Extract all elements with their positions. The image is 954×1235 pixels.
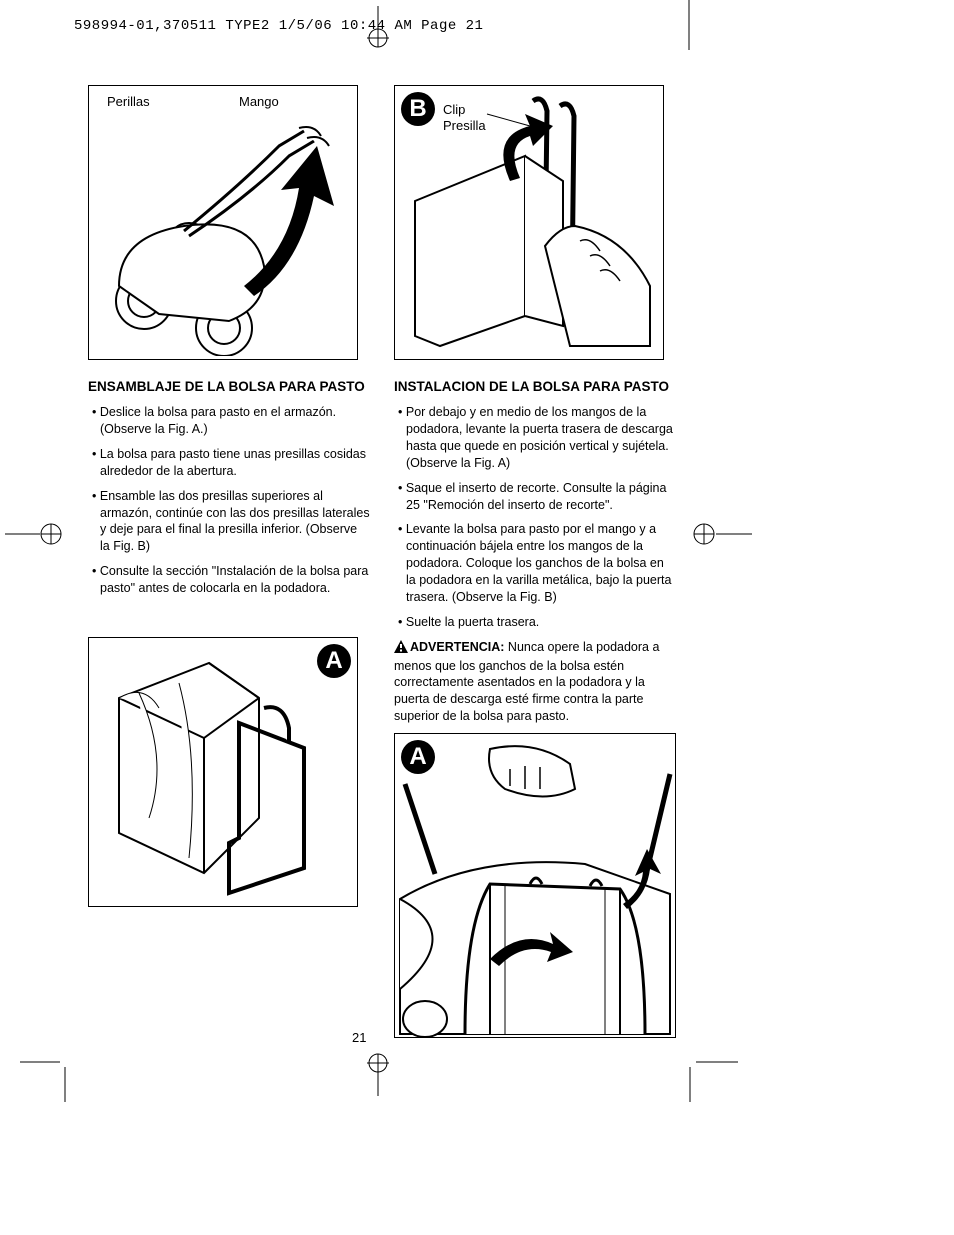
section1-title: ENSAMBLAJE DE LA BOLSA PARA PASTO xyxy=(88,378,370,396)
list-item: Deslice la bolsa para pasto en el armazó… xyxy=(92,404,370,438)
figure-a-bag: A xyxy=(88,637,358,907)
label-mango: Mango xyxy=(239,94,279,109)
label-clip: Clip xyxy=(443,102,465,117)
crop-mark-right xyxy=(692,522,752,546)
figure-a2-badge: A xyxy=(401,740,435,774)
list-item: La bolsa para pasto tiene unas presillas… xyxy=(92,446,370,480)
page-number: 21 xyxy=(352,1030,366,1045)
figure-b: B Clip Presilla xyxy=(394,85,664,360)
mower-illustration xyxy=(89,86,357,356)
list-item: Ensamble las dos presillas superiores al… xyxy=(92,488,370,556)
crop-mark-top xyxy=(367,6,389,50)
list-item: Levante la bolsa para pasto por el mango… xyxy=(398,521,676,605)
figure-b-badge: B xyxy=(401,92,435,126)
warning-block: ADVERTENCIA: Nunca opere la podadora a m… xyxy=(394,639,676,725)
list-item: Suelte la puerta trasera. xyxy=(398,614,676,631)
warning-icon xyxy=(394,640,408,658)
print-header: 598994-01,370511 TYPE2 1/5/06 10:44 AM P… xyxy=(74,18,483,34)
label-perillas: Perillas xyxy=(107,94,150,109)
page-content: Perillas Mango xyxy=(88,85,688,1056)
right-column: B Clip Presilla xyxy=(394,85,676,1056)
figure-a-badge: A xyxy=(317,644,351,678)
label-presilla: Presilla xyxy=(443,118,486,133)
list-item: Saque el inserto de recorte. Consulte la… xyxy=(398,480,676,514)
install-illustration xyxy=(395,734,675,1037)
crop-mark-br xyxy=(688,1052,738,1102)
clip-illustration xyxy=(395,86,663,356)
section2-list: Por debajo y en medio de los mangos de l… xyxy=(394,404,676,631)
crop-mark-bottom xyxy=(367,1052,389,1096)
list-item: Consulte la sección "Instalación de la b… xyxy=(92,563,370,597)
warning-label: ADVERTENCIA: xyxy=(410,640,504,654)
crop-mark-left xyxy=(5,522,65,546)
crop-mark-top-right xyxy=(688,0,690,50)
bag-illustration xyxy=(89,638,357,908)
section2-title: INSTALACION DE LA BOLSA PARA PASTO xyxy=(394,378,676,396)
figure-mower: Perillas Mango xyxy=(88,85,358,360)
section1-list: Deslice la bolsa para pasto en el armazó… xyxy=(88,404,370,597)
figure-a-install: A xyxy=(394,733,676,1038)
crop-mark-bl xyxy=(20,1052,70,1102)
list-item: Por debajo y en medio de los mangos de l… xyxy=(398,404,676,472)
left-column: Perillas Mango xyxy=(88,85,370,1056)
